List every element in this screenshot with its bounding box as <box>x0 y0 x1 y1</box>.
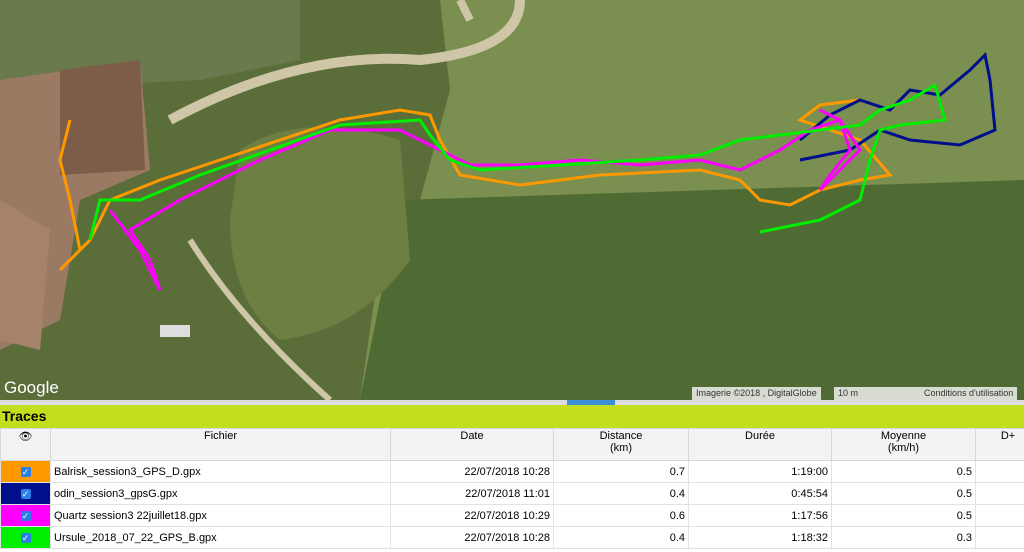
track <box>799 51 997 162</box>
traces-table: 👁 Fichier Date Distance (km) Durée Moyenne (k… <box>0 428 1024 549</box>
column-header[interactable]: D+ <box>975 428 1024 461</box>
splitter[interactable] <box>0 400 1024 405</box>
duration: 1:18:32 <box>688 526 832 549</box>
color-cell: ✓ <box>0 482 51 505</box>
color-cell: ✓ <box>0 460 51 483</box>
speed: 0.5 <box>831 460 976 483</box>
map-attribution: Imagerie ©2018 , DigitalGlobe <box>692 387 821 400</box>
track <box>58 98 893 272</box>
file-name: Quartz session3 22juillet18.gpx <box>50 504 391 527</box>
column-header[interactable]: Durée <box>688 428 832 461</box>
table-row[interactable]: ✓ Quartz session3 22juillet18.gpx 22/07/20… <box>0 504 1024 527</box>
column-header[interactable]: Distance (km) <box>553 428 689 461</box>
date: 22/07/2018 10:29 <box>390 504 554 527</box>
date: 22/07/2018 10:28 <box>390 526 554 549</box>
elevation <box>975 504 1024 527</box>
map-scale: 10 m <box>834 387 920 400</box>
map-logo: Google <box>4 378 59 397</box>
elevation <box>975 482 1024 505</box>
file-name: odin_session3_gpsG.gpx <box>50 482 391 505</box>
map-terms[interactable]: Conditions d'utilisation <box>920 387 1018 400</box>
table-row[interactable]: ✓ Ursule_2018_07_22_GPS_B.gpx 22/07/2018 1… <box>0 526 1024 549</box>
speed: 0.5 <box>831 482 976 505</box>
column-header[interactable]: Date <box>390 428 554 461</box>
panel-title: Traces <box>0 405 1024 428</box>
duration: 0:45:54 <box>688 482 832 505</box>
distance: 0.7 <box>553 460 689 483</box>
duration: 1:19:00 <box>688 460 832 483</box>
distance: 0.6 <box>553 504 689 527</box>
date: 22/07/2018 10:28 <box>390 460 554 483</box>
speed: 0.3 <box>831 526 976 549</box>
column-header[interactable]: Fichier <box>50 428 391 461</box>
table-row[interactable]: ✓ odin_session3_gpsG.gpx 22/07/2018 11:01 0… <box>0 482 1024 505</box>
table-row[interactable]: ✓ Balrisk_session3_GPS_D.gpx 22/07/2018 10… <box>0 460 1024 483</box>
color-cell: ✓ <box>0 504 51 527</box>
duration: 1:17:56 <box>688 504 832 527</box>
map[interactable]: Google <box>0 0 1024 400</box>
elevation <box>975 526 1024 549</box>
visibility-checkbox[interactable]: ✓ <box>20 488 31 499</box>
elevation <box>975 460 1024 483</box>
date: 22/07/2018 11:01 <box>390 482 554 505</box>
distance: 0.4 <box>553 526 689 549</box>
visibility-checkbox[interactable]: ✓ <box>20 510 31 521</box>
file-name: Ursule_2018_07_22_GPS_B.gpx <box>50 526 391 549</box>
visibility-header[interactable]: 👁 <box>0 428 51 461</box>
speed: 0.5 <box>831 504 976 527</box>
distance: 0.4 <box>553 482 689 505</box>
column-header[interactable]: Moyenne (km/h) <box>831 428 976 461</box>
track <box>88 82 947 241</box>
visibility-checkbox[interactable]: ✓ <box>20 532 31 543</box>
visibility-checkbox[interactable]: ✓ <box>20 466 31 477</box>
color-cell: ✓ <box>0 526 51 549</box>
file-name: Balrisk_session3_GPS_D.gpx <box>50 460 391 483</box>
